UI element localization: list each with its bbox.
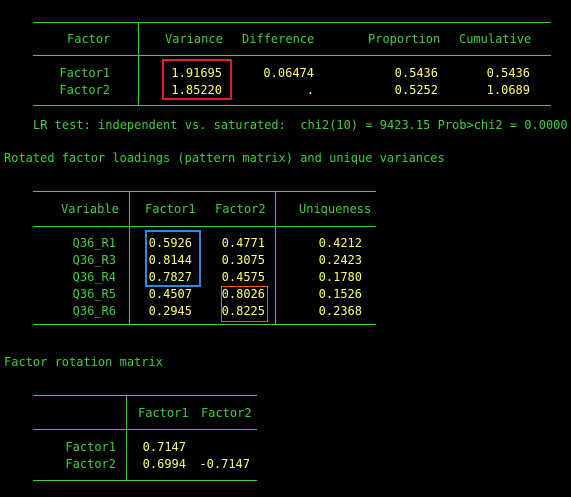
table2-uniqueness-cell: 0.1526 bbox=[318, 287, 362, 301]
table3-col-divider bbox=[126, 395, 127, 481]
table3-top-rule bbox=[33, 395, 257, 396]
table2-header-variable: Variable bbox=[61, 202, 119, 216]
table2-factor1-cell: 0.5926 bbox=[148, 236, 192, 250]
table1-variance-cell: 1.85220 bbox=[171, 83, 222, 97]
table2-variable-cell: Q36_R3 bbox=[72, 253, 116, 267]
section-title-rotation-matrix: Factor rotation matrix bbox=[4, 355, 163, 369]
lr-test-line: LR test: independent vs. saturated: chi2… bbox=[33, 118, 568, 132]
table2-factor2-cell: 0.4771 bbox=[221, 236, 265, 250]
table1-header-variance: Variance bbox=[165, 32, 223, 46]
table1-row-label: Factor2 bbox=[59, 83, 110, 97]
variance-highlight-box bbox=[162, 59, 232, 100]
table1-bottom-rule bbox=[33, 105, 551, 106]
table3-header-factor2: Factor2 bbox=[201, 406, 252, 420]
table2-uniqueness-cell: 0.2368 bbox=[318, 304, 362, 318]
table3-factor1-cell: 0.7147 bbox=[142, 440, 186, 454]
table2-factor2-cell: 0.3075 bbox=[221, 253, 265, 267]
table3-factor2-cell: -0.7147 bbox=[199, 457, 250, 471]
table2-col-divider-2 bbox=[275, 191, 276, 325]
table2-factor2-cell: 0.8225 bbox=[221, 304, 265, 318]
table2-uniqueness-cell: 0.4212 bbox=[318, 236, 362, 250]
factor2-highlight-box bbox=[221, 286, 268, 322]
table2-factor1-cell: 0.2945 bbox=[148, 304, 192, 318]
table2-col-divider bbox=[129, 191, 130, 325]
table2-top-rule bbox=[33, 191, 376, 192]
table1-header-difference: Difference bbox=[242, 32, 315, 46]
section-title-rotated-loadings: Rotated factor loadings (pattern matrix)… bbox=[4, 151, 445, 165]
table1-cumulative-cell: 1.0689 bbox=[486, 83, 530, 97]
table2-variable-cell: Q36_R4 bbox=[72, 270, 116, 284]
table2-factor1-cell: 0.7827 bbox=[148, 270, 192, 284]
table1-difference-cell: . bbox=[306, 83, 314, 97]
table2-factor1-cell: 0.8144 bbox=[148, 253, 192, 267]
table2-variable-cell: Q36_R6 bbox=[72, 304, 116, 318]
table3-row-label: Factor1 bbox=[65, 440, 116, 454]
table1-variance-cell: 1.91695 bbox=[171, 66, 222, 80]
table2-header-rule bbox=[33, 226, 376, 227]
factor1-highlight-box bbox=[145, 230, 201, 287]
table1-proportion-cell: 0.5252 bbox=[394, 83, 438, 97]
table3-factor1-cell: 0.6994 bbox=[142, 457, 186, 471]
table1-col-divider bbox=[138, 22, 139, 106]
table2-header-factor1: Factor1 bbox=[145, 202, 196, 216]
table2-factor1-cell: 0.4507 bbox=[148, 287, 192, 301]
table2-factor2-cell: 0.4575 bbox=[221, 270, 265, 284]
table1-difference-cell: 0.06474 bbox=[263, 66, 314, 80]
table1-header-factor: Factor bbox=[67, 32, 111, 46]
table1-top-rule bbox=[33, 22, 551, 23]
table1-proportion-cell: 0.5436 bbox=[394, 66, 438, 80]
table2-uniqueness-cell: 0.1780 bbox=[318, 270, 362, 284]
table1-header-cumulative: Cumulative bbox=[459, 32, 532, 46]
table1-header-proportion: Proportion bbox=[368, 32, 441, 46]
table3-header-factor1: Factor1 bbox=[138, 406, 189, 420]
table2-header-factor2: Factor2 bbox=[215, 202, 266, 216]
table1-row-label: Factor1 bbox=[59, 66, 110, 80]
table2-variable-cell: Q36_R5 bbox=[72, 287, 116, 301]
table3-header-rule bbox=[33, 429, 257, 430]
table3-bottom-rule bbox=[33, 480, 257, 481]
table2-header-uniqueness: Uniqueness bbox=[299, 202, 372, 216]
table2-variable-cell: Q36_R1 bbox=[72, 236, 116, 250]
table2-bottom-rule bbox=[33, 324, 376, 325]
table3-row-label: Factor2 bbox=[65, 457, 116, 471]
table1-header-rule bbox=[33, 55, 551, 56]
table2-uniqueness-cell: 0.2423 bbox=[318, 253, 362, 267]
table2-factor2-cell: 0.8026 bbox=[221, 287, 265, 301]
table1-cumulative-cell: 0.5436 bbox=[486, 66, 530, 80]
